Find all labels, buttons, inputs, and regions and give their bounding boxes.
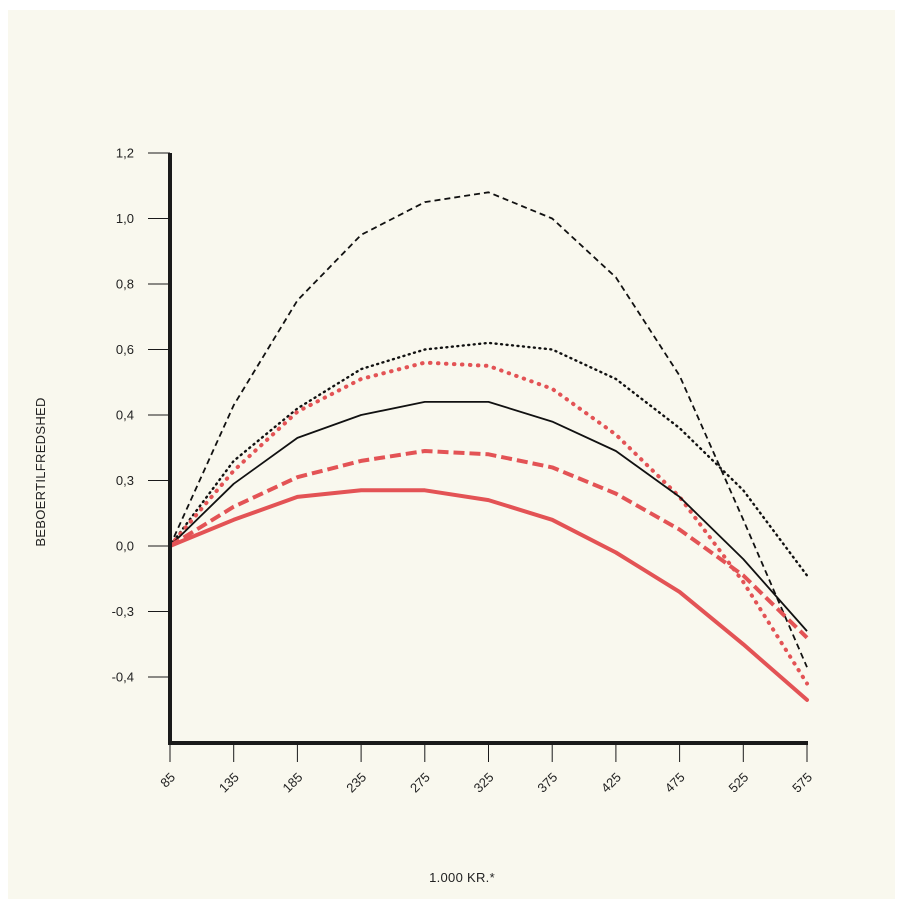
x-tick-label: 525	[725, 770, 751, 796]
x-tick-label: 275	[407, 770, 433, 796]
line-chart: 1,2 1,0 0,8 0,6 0,4 0,3 0,0 -0,3 -0,4 85 135 185 235…	[33, 146, 816, 886]
y-tick-label: 0,0	[116, 539, 134, 554]
y-axis-title: BEBOERTILFREDSHED	[33, 397, 48, 546]
x-tick-label: 85	[157, 770, 178, 791]
x-tick-label: 575	[789, 770, 815, 796]
series-line-solid-black	[169, 400, 808, 632]
x-tick-label: 325	[471, 770, 497, 796]
y-tick-label: 0,3	[116, 473, 134, 488]
axis-layer	[148, 152, 808, 762]
series-line-solid-red	[168, 488, 809, 702]
series-line-dashed-black	[169, 191, 808, 668]
x-tick-label: 185	[280, 770, 306, 796]
y-tick-label: -0,3	[112, 604, 134, 619]
chart-panel: 1,2 1,0 0,8 0,6 0,4 0,3 0,0 -0,3 -0,4 85 135 185 235…	[8, 10, 895, 899]
y-tick-label: 1,2	[116, 146, 134, 161]
y-tick-label: 0,8	[116, 277, 134, 292]
series-line-dotted-black	[168, 341, 809, 577]
label-layer: 1,2 1,0 0,8 0,6 0,4 0,3 0,0 -0,3 -0,4 85 135 185 235…	[112, 146, 816, 796]
series-line-dotted-red	[168, 360, 809, 686]
y-tick-label: 1,0	[116, 211, 134, 226]
x-tick-label: 425	[598, 770, 624, 796]
x-tick-label: 375	[534, 770, 560, 796]
x-tick-label: 235	[343, 770, 369, 796]
y-tick-label: 0,4	[116, 408, 134, 423]
series-layer	[168, 191, 809, 702]
y-tick-label: -0,4	[112, 670, 134, 685]
x-tick-label: 135	[216, 770, 242, 796]
x-axis-title: 1.000 KR.*	[429, 870, 495, 885]
series-line-dashed-red	[168, 449, 809, 640]
x-tick-label: 475	[662, 770, 688, 796]
y-tick-label: 0,6	[116, 342, 134, 357]
